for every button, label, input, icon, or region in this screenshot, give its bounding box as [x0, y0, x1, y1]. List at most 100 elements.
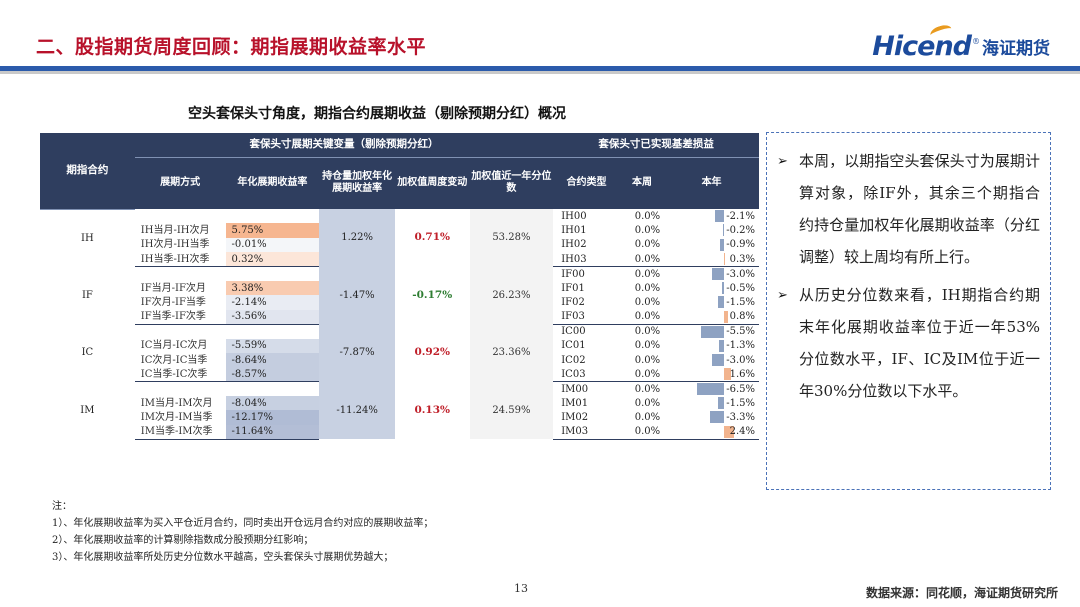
table-row: IF当月-IF次月 3.38% IF01 0.0% -0.5% — [40, 280, 759, 296]
method-cell: IM当月-IM次月 — [140, 397, 213, 409]
callout-text: 本周，以期指空头套保头寸为展期计算对象，除IF外，其余三个期指合约持仓量加权年化… — [799, 152, 1040, 266]
oi-weighted-cell: -7.87% — [319, 324, 395, 382]
year-value: 1.6% — [729, 368, 755, 380]
col-this-week: 本周 — [619, 157, 665, 209]
method-cell-empty — [135, 324, 226, 338]
year-bar — [696, 383, 725, 396]
type-cell: IM03 — [553, 424, 620, 440]
table-row: IF次月-IF当季 -2.14% IF02 0.0% -1.5% — [40, 295, 759, 310]
week-change-cell: 0.13% — [414, 403, 450, 416]
annual-cell: -12.17% — [225, 410, 320, 425]
this-year-cell: -5.5% — [664, 324, 759, 338]
contract-cell: IF — [81, 289, 93, 301]
col-week-change: 加权值周度变动 — [394, 157, 470, 209]
note-line: 3）、年化展期收益率所处历史分位数水平越高，空头套保头寸展期优势越大； — [52, 552, 394, 563]
type-cell: IF02 — [561, 297, 585, 309]
note-line: 2）、年化展期收益率的计算剔除指数成分股预期分红影响； — [52, 535, 314, 546]
annual-cell: 0.32% — [225, 252, 320, 268]
year-value: 2.4% — [729, 426, 755, 438]
type-cell: IH02 — [561, 239, 587, 251]
annual-cell: -3.56% — [225, 309, 320, 325]
percentile-cell: 24.59% — [469, 381, 554, 440]
this-week-cell: 0.0% — [619, 367, 665, 383]
callout-text: 从历史分位数来看，IH期指合约期末年化展期收益率位于近一年53%分位数水平，IF… — [799, 286, 1040, 400]
this-week-cell: 0.0% — [634, 326, 661, 338]
method-cell: IF次月-IF当季 — [140, 297, 206, 309]
year-bar — [717, 397, 725, 410]
col-type: 合约类型 — [553, 157, 620, 209]
year-value: -3.3% — [726, 412, 755, 424]
type-cell: IM01 — [561, 397, 589, 409]
table-row: IC -7.87% 0.92% 23.36% IC00 0.0% -5.5% — [40, 324, 759, 382]
this-week-cell: 0.0% — [634, 412, 661, 424]
method-cell-empty — [135, 209, 226, 223]
method-cell: IH当月-IH次月 — [140, 225, 210, 237]
type-cell: IF00 — [561, 268, 585, 280]
table-body: IH 1.22% 0.71% 53.28% IH00 0.0% -2.1% IH当月-IH次月… — [40, 209, 759, 440]
arrow-bullet-icon: ➢ — [777, 154, 788, 169]
table-row: IH 1.22% 0.71% 53.28% IH00 0.0% -2.1% — [40, 209, 759, 267]
year-bar — [723, 224, 725, 237]
method-cell: IH当季-IH次季 — [134, 252, 226, 268]
this-week-cell: 0.0% — [619, 424, 665, 440]
this-year-cell: -3.0% — [664, 353, 759, 367]
year-value: -0.9% — [726, 239, 755, 251]
this-year-cell: -1.5% — [664, 396, 759, 410]
method-cell: IF当季-IF次季 — [134, 309, 226, 325]
annual-cell: 5.75% — [225, 223, 320, 238]
page-number: 13 — [514, 582, 528, 595]
col-this-year: 本年 — [664, 157, 759, 209]
this-year-cell: 0.3% — [664, 252, 759, 268]
header-basis: 套保头寸已实现基差损益 — [553, 133, 759, 158]
this-year-cell: -0.2% — [664, 223, 759, 237]
this-week-cell: 0.0% — [634, 225, 661, 237]
table-row: IF当季-IF次季 -3.56% IF03 0.0% 0.8% — [40, 309, 759, 325]
method-cell: IH次月-IH当季 — [140, 239, 210, 251]
this-year-cell: -0.9% — [664, 238, 759, 252]
week-change-cell: 0.71% — [414, 231, 450, 244]
year-value: -3.0% — [726, 268, 755, 280]
this-year-cell: -6.5% — [664, 382, 759, 396]
week-change-cell: 0.92% — [414, 346, 450, 359]
year-bar — [718, 339, 725, 352]
year-value: -1.5% — [726, 397, 755, 409]
notes: 注： 1）、年化展期收益率为买入平仓近月合约，同时卖出开仓远月合约对应的展期收益… — [52, 498, 433, 566]
table-row: IH当季-IH次季 0.32% IH03 0.0% 0.3% — [40, 252, 759, 268]
type-cell: IC00 — [561, 326, 586, 338]
col-oi-weighted: 持仓量加权年化展期收益率 — [319, 157, 395, 209]
year-bar — [717, 296, 725, 309]
annual-cell: 3.38% — [225, 280, 320, 296]
this-year-cell: -1.5% — [664, 295, 759, 309]
header-band — [0, 66, 1080, 71]
table-row: IM当季-IM次季 -11.64% IM03 0.0% 2.4% — [40, 424, 759, 440]
year-bar — [711, 353, 725, 366]
percentile-cell: 53.28% — [469, 209, 554, 267]
col-method: 展期方式 — [134, 157, 226, 209]
contract-cell: IH — [81, 232, 94, 244]
table-row: IM次月-IM当季 -12.17% IM02 0.0% -3.3% — [40, 410, 759, 425]
method-cell: IC当月-IC次月 — [140, 340, 208, 352]
contract-cell: IM — [80, 404, 95, 416]
this-week-cell: 0.0% — [634, 340, 661, 352]
year-bar — [724, 253, 726, 266]
method-cell-empty — [135, 382, 226, 396]
annual-cell: -11.64% — [225, 424, 320, 440]
type-cell: IF03 — [553, 309, 620, 325]
year-bar — [710, 411, 725, 424]
year-bar — [724, 425, 735, 438]
year-bar — [724, 310, 728, 323]
note-line: 注： — [52, 501, 72, 512]
note-line: 1）、年化展期收益率为买入平仓近月合约，同时卖出开仓远月合约对应的展期收益率； — [52, 518, 434, 529]
method-cell: IC当季-IC次季 — [134, 367, 226, 383]
table-row: IH次月-IH当季 -0.01% IH02 0.0% -0.9% — [40, 237, 759, 253]
page-title: 二、股指期货周度回顾：期指展期收益率水平 — [36, 36, 427, 58]
this-week-cell: 0.0% — [634, 282, 661, 294]
year-value: -2.1% — [726, 210, 755, 222]
annual-cell: -8.04% — [225, 396, 320, 411]
year-value: -1.5% — [726, 297, 755, 309]
type-cell: IC03 — [553, 367, 620, 383]
year-bar — [720, 238, 725, 251]
this-week-cell: 0.0% — [619, 309, 665, 325]
oi-weighted-cell: 1.22% — [319, 209, 395, 267]
roll-yield-table: 期指合约 套保头寸展期关键变量（剔除预期分红） 套保头寸已实现基差损益 展期方式… — [40, 133, 759, 440]
